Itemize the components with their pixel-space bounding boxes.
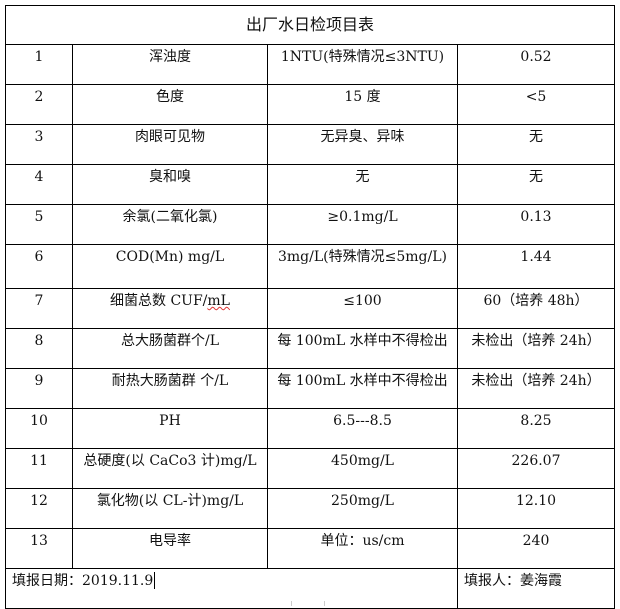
cell-item: 细菌总数 CUF/mL — [72, 288, 268, 329]
cell-standard: 1NTU(特殊情况≤3NTU) — [267, 44, 458, 85]
cell-result: 1.44 — [456, 244, 616, 289]
cell-no: 9 — [5, 368, 73, 409]
page-marker — [324, 601, 325, 606]
daily-inspection-table: 出厂水日检项目表 1 浑浊度 1NTU(特殊情况≤3NTU) 0.52 2 色度 15 度 <… — [4, 5, 616, 609]
table-row: 2 色度 15 度 <5 — [5, 84, 616, 125]
cell-result: 0.52 — [456, 44, 616, 85]
text-cursor — [154, 572, 156, 589]
table-row: 11 总硬度(以 CaCo3 计)mg/L 450mg/L 226.07 — [5, 448, 616, 489]
reporter-text: 填报人：姜海霞 — [464, 573, 562, 589]
table-row: 13 电导率 单位：us/cm 240 — [5, 528, 616, 569]
cell-result: 无 — [456, 164, 616, 205]
cell-item: 电导率 — [72, 528, 268, 569]
cell-result: 12.10 — [456, 488, 616, 529]
cell-result: <5 — [456, 84, 616, 125]
cell-standard: ≤100 — [267, 288, 458, 329]
cell-result: 60（培养 48h） — [456, 288, 616, 329]
cell-standard: 3mg/L(特殊情况≤5mg/L) — [267, 244, 458, 289]
reporter: 填报人：姜海霞 — [457, 568, 616, 609]
cell-item: 色度 — [72, 84, 268, 125]
table-row: 12 氯化物(以 CL-计)mg/L 250mg/L 12.10 — [5, 488, 616, 529]
cell-standard: 无 — [267, 164, 458, 205]
cell-standard: 6.5---8.5 — [267, 408, 458, 449]
cell-item: 总大肠菌群个/L — [72, 328, 268, 369]
table-title: 出厂水日检项目表 — [4, 5, 616, 45]
cell-no: 11 — [5, 448, 73, 489]
fill-date[interactable]: 填报日期：2019.11.9 — [5, 568, 458, 609]
table-row: 10 PH 6.5---8.5 8.25 — [5, 408, 616, 449]
table-row: 3 肉眼可见物 无异臭、异味无 — [5, 124, 616, 165]
cell-no: 8 — [5, 328, 73, 369]
cell-item: 余氯(二氧化氯) — [72, 204, 268, 245]
cell-standard: 每 100mL 水样中不得检出 — [267, 368, 458, 409]
cell-item: 氯化物(以 CL-计)mg/L — [72, 488, 268, 529]
cell-item: 臭和嗅 — [72, 164, 268, 205]
cell-no: 12 — [5, 488, 73, 529]
cell-item: 肉眼可见物 — [72, 124, 268, 165]
table-row: 6 COD(Mn) mg/L 3mg/L(特殊情况≤5mg/L) 1.44 — [5, 244, 616, 289]
table-row: 8 总大肠菌群个/L 每 100mL 水样中不得检出 未检出（培养 24h） — [5, 328, 616, 369]
cell-result: 未检出（培养 24h） — [456, 328, 616, 369]
cell-standard: ≥0.1mg/L — [267, 204, 458, 245]
fill-date-text: 填报日期：2019.11.9 — [12, 573, 154, 589]
page-marker — [291, 601, 292, 606]
cell-no: 3 — [5, 124, 73, 165]
unit-ml: mL — [207, 293, 230, 309]
cell-no: 10 — [5, 408, 73, 449]
cell-result: 8.25 — [456, 408, 616, 449]
cell-item: COD(Mn) mg/L — [72, 244, 268, 289]
cell-standard: 450mg/L — [267, 448, 458, 489]
cell-standard: 250mg/L — [267, 488, 458, 529]
table-row: 1 浑浊度 1NTU(特殊情况≤3NTU) 0.52 — [5, 44, 616, 85]
table-row: 4 臭和嗅无无 — [5, 164, 616, 205]
cell-no: 7 — [5, 288, 73, 329]
cell-no: 13 — [5, 528, 73, 569]
cell-no: 1 — [5, 44, 73, 85]
cell-standard: 每 100mL 水样中不得检出 — [267, 328, 458, 369]
cell-no: 5 — [5, 204, 73, 245]
cell-standard: 单位：us/cm — [267, 528, 458, 569]
cell-result: 无 — [456, 124, 616, 165]
cell-standard: 15 度 — [267, 84, 458, 125]
cell-result: 226.07 — [456, 448, 616, 489]
cell-item: 浑浊度 — [72, 44, 268, 85]
table-row: 7 细菌总数 CUF/mL ≤100 60（培养 48h） — [5, 288, 616, 329]
cell-no: 2 — [5, 84, 73, 125]
cell-result: 未检出（培养 24h） — [456, 368, 616, 409]
cell-result: 0.13 — [456, 204, 616, 245]
table-row: 5 余氯(二氧化氯) ≥0.1mg/L 0.13 — [5, 204, 616, 245]
cell-item: PH — [72, 408, 268, 449]
cell-no: 6 — [5, 244, 73, 289]
cell-item: 耐热大肠菌群 个/L — [72, 368, 268, 409]
table-row: 9 耐热大肠菌群 个/L 每 100mL 水样中不得检出 未检出（培养 24h） — [5, 368, 616, 409]
cell-item: 总硬度(以 CaCo3 计)mg/L — [72, 448, 268, 489]
cell-result: 240 — [456, 528, 616, 569]
cell-no: 4 — [5, 164, 73, 205]
cell-standard: 无异臭、异味 — [267, 124, 458, 165]
